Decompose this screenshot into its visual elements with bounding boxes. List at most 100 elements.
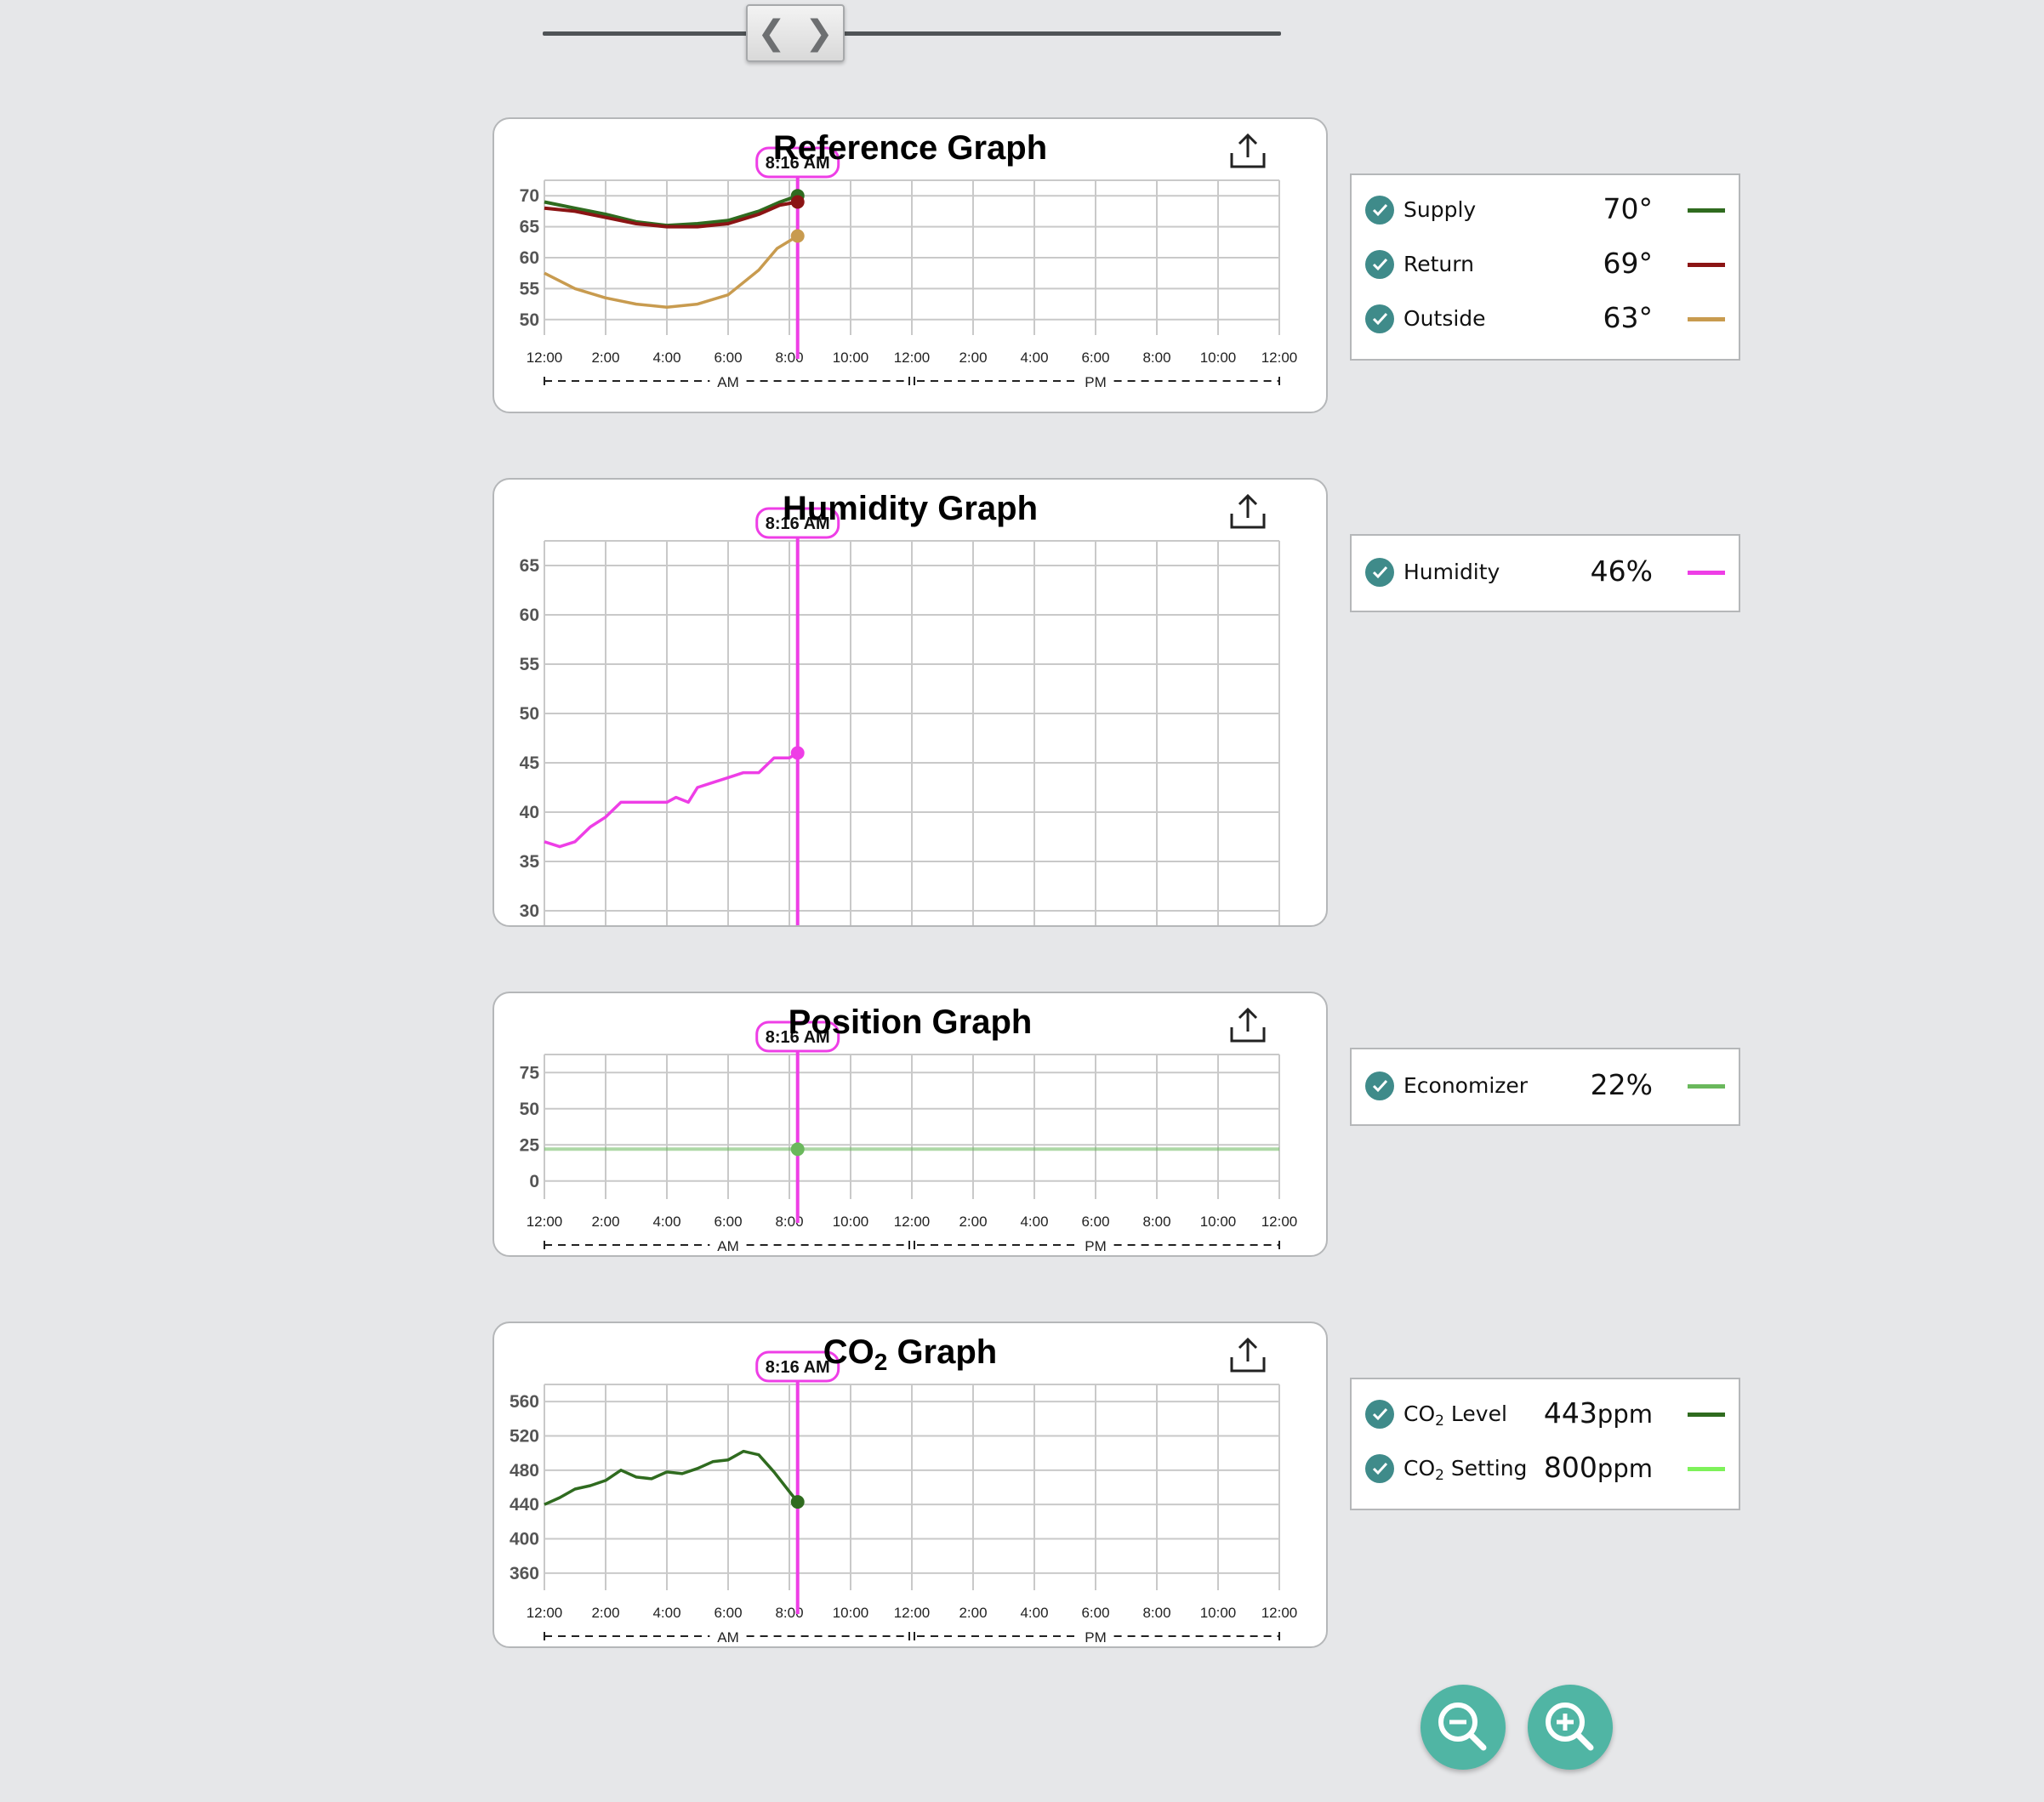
legend-value: 63° bbox=[1603, 301, 1654, 334]
co2-graph-plot: 360 400 440 480 520 560 12:00 2:00 4:00 6:00 8:00 1… bbox=[510, 1350, 1297, 1646]
x-tick-label: 2:00 bbox=[959, 1605, 987, 1621]
legend-row-supply[interactable]: Supply 70° bbox=[1352, 189, 1739, 231]
check-icon[interactable] bbox=[1365, 196, 1394, 225]
position-graph-card: 0 25 50 75 12:00 2:00 4:00 6:00 8:00 10:00 12:00 2:… bbox=[492, 992, 1328, 1257]
x-tick-label: 2:00 bbox=[591, 1214, 619, 1230]
y-tick-label: 55 bbox=[520, 655, 540, 674]
legend-label: CO2 Setting bbox=[1403, 1456, 1528, 1484]
pm-label: PM bbox=[1085, 374, 1107, 390]
zoom-out-icon bbox=[1438, 1703, 1487, 1751]
x-tick-label: 8:00 bbox=[1142, 350, 1170, 366]
x-tick-label: 10:00 bbox=[1200, 1214, 1237, 1230]
legend-swatch bbox=[1688, 1467, 1725, 1471]
legend-label: Supply bbox=[1403, 197, 1477, 222]
check-icon[interactable] bbox=[1365, 250, 1394, 279]
x-tick-label: 2:00 bbox=[591, 350, 619, 366]
x-tick-label: 4:00 bbox=[1020, 1605, 1048, 1621]
co2-graph-card: 360 400 440 480 520 560 12:00 2:00 4:00 6:00 8:00 1… bbox=[492, 1322, 1328, 1648]
check-icon[interactable] bbox=[1365, 558, 1394, 587]
y-tick-label: 55 bbox=[520, 279, 540, 298]
series-line-return bbox=[544, 200, 799, 229]
legend-row-humidity[interactable]: Humidity 46% bbox=[1352, 551, 1739, 594]
am-label: AM bbox=[717, 1238, 739, 1254]
zoom-out-button[interactable] bbox=[1421, 1685, 1506, 1770]
check-icon[interactable] bbox=[1365, 304, 1394, 333]
check-icon[interactable] bbox=[1365, 1400, 1394, 1429]
x-tick-label: 10:00 bbox=[833, 1214, 869, 1230]
x-tick-label: 10:00 bbox=[1200, 1605, 1237, 1621]
chevron-right-icon[interactable]: ❯ bbox=[805, 14, 834, 53]
reference-graph-card: 50 55 60 65 70 12:00 2:00 4:00 6:00 8:00 10:00 12:0… bbox=[492, 117, 1328, 413]
export-icon[interactable] bbox=[1227, 492, 1268, 532]
x-tick-label: 6:00 bbox=[714, 1605, 742, 1621]
pm-label: PM bbox=[1085, 1629, 1107, 1646]
cursor-time-label: 8:16 AM bbox=[766, 154, 830, 173]
y-tick-label: 75 bbox=[520, 1063, 540, 1083]
x-tick-label: 12:00 bbox=[894, 1214, 931, 1230]
y-tick-label: 400 bbox=[510, 1530, 539, 1549]
legend-value: 46% bbox=[1590, 554, 1653, 588]
x-tick-label: 12:00 bbox=[1261, 350, 1298, 366]
legend-row-economizer[interactable]: Economizer 22% bbox=[1352, 1065, 1739, 1107]
y-tick-label: 35 bbox=[520, 852, 540, 872]
x-tick-label: 12:00 bbox=[527, 1605, 563, 1621]
y-tick-label: 65 bbox=[520, 218, 540, 237]
legend-row-co2-setting[interactable]: CO2 Setting 800ppm bbox=[1352, 1447, 1739, 1490]
export-icon[interactable] bbox=[1227, 1005, 1268, 1046]
legend-row-return[interactable]: Return 69° bbox=[1352, 243, 1739, 286]
legend-value: 70° bbox=[1603, 192, 1654, 225]
zoom-in-button[interactable] bbox=[1528, 1685, 1613, 1770]
legend-value: 800ppm bbox=[1543, 1451, 1653, 1484]
chevron-left-icon[interactable]: ❮ bbox=[757, 14, 786, 53]
legend-swatch bbox=[1688, 263, 1725, 267]
x-tick-label: 8:00 bbox=[1142, 1214, 1170, 1230]
y-tick-label: 50 bbox=[520, 704, 539, 724]
cursor-time-badge bbox=[755, 507, 840, 539]
legend-swatch bbox=[1688, 317, 1725, 321]
export-icon[interactable] bbox=[1227, 131, 1268, 172]
cursor-time-badge bbox=[755, 1350, 840, 1383]
y-tick-label: 40 bbox=[520, 803, 539, 822]
y-tick-label: 65 bbox=[520, 556, 540, 576]
x-tick-label: 4:00 bbox=[1020, 1214, 1048, 1230]
y-tick-label: 45 bbox=[520, 753, 540, 773]
cursor-point-outside bbox=[790, 229, 805, 243]
x-tick-label: 6:00 bbox=[714, 1214, 742, 1230]
x-tick-label: 6:00 bbox=[1081, 1214, 1109, 1230]
y-tick-label: 520 bbox=[510, 1427, 539, 1447]
timeline-slider-handle[interactable]: ❮ ❯ bbox=[746, 4, 845, 62]
cursor-time-badge bbox=[755, 1020, 840, 1053]
series-line-co-level bbox=[544, 1449, 800, 1506]
legend-row-co2-level[interactable]: CO2 Level 443ppm bbox=[1352, 1393, 1739, 1435]
x-tick-label: 6:00 bbox=[1081, 1605, 1109, 1621]
y-tick-label: 60 bbox=[520, 605, 539, 625]
graph-title: CO2 Graph bbox=[823, 1333, 998, 1375]
y-tick-label: 30 bbox=[520, 901, 539, 921]
humidity-graph-plot: 2025303540455055606512:002:004:006:008:0… bbox=[520, 507, 1280, 925]
x-tick-label: 4:00 bbox=[652, 350, 680, 366]
humidity-graph-card: 2025303540455055606512:002:004:006:008:0… bbox=[492, 478, 1328, 927]
legend-value: 69° bbox=[1603, 247, 1654, 280]
am-label: AM bbox=[717, 374, 739, 390]
legend-row-outside[interactable]: Outside 63° bbox=[1352, 298, 1739, 340]
check-icon[interactable] bbox=[1365, 1072, 1394, 1100]
x-tick-label: 10:00 bbox=[1200, 350, 1237, 366]
x-tick-label: 12:00 bbox=[527, 1214, 563, 1230]
y-tick-label: 440 bbox=[510, 1495, 539, 1515]
x-tick-label: 12:00 bbox=[1261, 1214, 1298, 1230]
graph-title: Humidity Graph bbox=[782, 490, 1039, 527]
legend-swatch bbox=[1688, 1413, 1725, 1417]
x-tick-label: 6:00 bbox=[1081, 350, 1109, 366]
export-icon[interactable] bbox=[1227, 1335, 1268, 1376]
timeline-slider-track[interactable] bbox=[543, 31, 1281, 36]
cursor-time-label: 8:16 AM bbox=[766, 514, 830, 533]
position-graph-plot: 0 25 50 75 12:00 2:00 4:00 6:00 8:00 10:00 12:00 2:… bbox=[520, 1020, 1298, 1254]
legend-label: Return bbox=[1403, 252, 1474, 276]
x-tick-label: 12:00 bbox=[894, 1605, 931, 1621]
x-tick-label: 6:00 bbox=[714, 350, 742, 366]
check-icon[interactable] bbox=[1365, 1454, 1394, 1483]
position-legend: Economizer 22% bbox=[1350, 1048, 1740, 1126]
y-tick-label: 360 bbox=[510, 1564, 539, 1583]
reference-graph-plot: 50 55 60 65 70 12:00 2:00 4:00 6:00 8:00 10:00 12:0… bbox=[520, 146, 1298, 390]
reference-legend: Supply 70° Return 69° Outside 63° bbox=[1350, 173, 1740, 361]
